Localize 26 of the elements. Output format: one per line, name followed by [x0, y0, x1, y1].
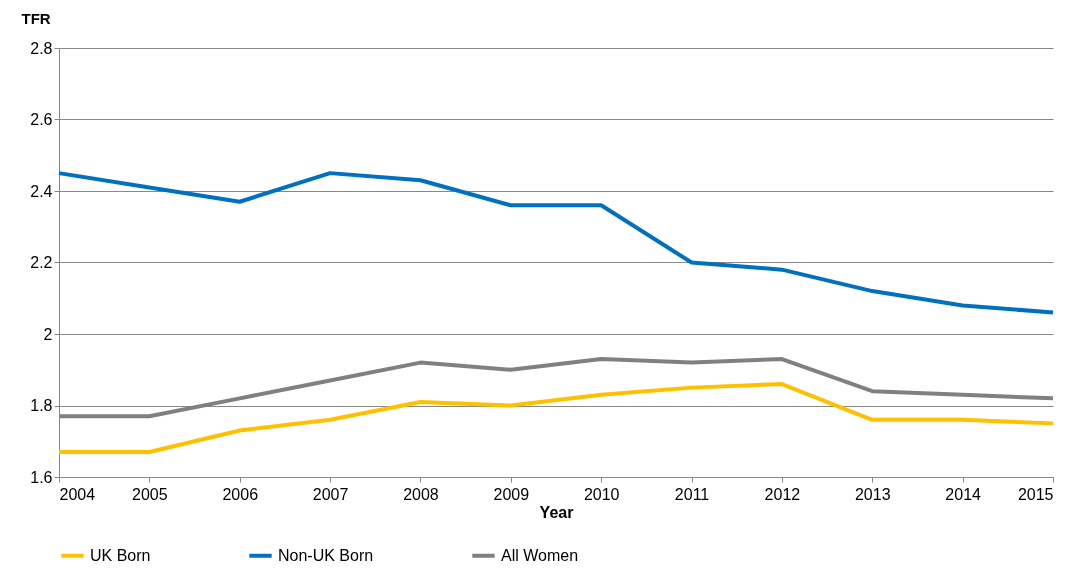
line-series	[57, 382, 1055, 454]
legend-label: Non-UK Born	[278, 546, 374, 564]
x-tick-label: 2005	[132, 485, 168, 503]
y-tick-label: 1.6	[30, 468, 53, 486]
x-tick-label: 2011	[674, 485, 710, 503]
y-tick-label: 2	[43, 325, 53, 343]
y-tick-label: 2.4	[30, 182, 53, 200]
x-tick-label: 2007	[312, 485, 349, 503]
y-tick-label: 2.2	[30, 254, 53, 271]
y-tick-label: 2.8	[30, 39, 53, 57]
x-tick-label: 2009	[493, 485, 530, 503]
y-axis-title: TFR	[21, 9, 51, 27]
x-tick-label: 2010	[583, 485, 620, 503]
x-tick-label: 2013	[854, 485, 891, 503]
y-tick-label: 2.6	[30, 111, 53, 128]
x-tick-label: 2008	[403, 485, 439, 503]
x-tick-label: 2004	[59, 485, 96, 503]
line-series	[57, 171, 1055, 315]
x-tick-label: 2012	[764, 485, 801, 503]
x-tick-label: 2015	[1017, 485, 1054, 503]
y-tick-label: 1.8	[30, 397, 53, 414]
x-tick-label: 2014	[945, 485, 982, 503]
legend-label: All Women	[501, 546, 579, 564]
x-axis-title: Year	[539, 503, 574, 521]
x-tick-label: 2006	[222, 485, 259, 503]
legend-label: UK Born	[90, 546, 151, 564]
